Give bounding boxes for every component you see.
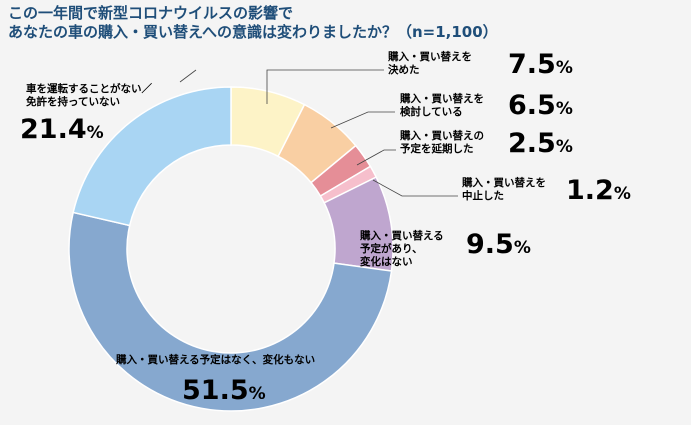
- slice-unit-no_plan: %: [249, 384, 266, 404]
- slice-value-considering: 6.5%: [508, 90, 573, 121]
- slice-unit-decided: %: [556, 58, 573, 78]
- slice-label-no_plan-line-1: 購入・買い替える予定はなく、変化もない: [115, 353, 315, 366]
- chart-title: この一年間で新型コロナウイルスの影響で あなたの車の購入・買い替えへの意識は変わ…: [8, 4, 498, 42]
- leader-line-no_license: [179, 69, 197, 83]
- slice-label-plan_changed-line-2: 予定があり、: [360, 242, 423, 255]
- leader-line-decided: [266, 69, 384, 104]
- slice-value-no_license: 21.4%: [20, 114, 104, 145]
- slice-label-considering-line-1: 購入・買い替えを: [399, 92, 484, 105]
- slice-label-decided-line-1: 購入・買い替えを: [387, 50, 472, 63]
- slice-value-cancelled: 1.2%: [566, 175, 631, 206]
- slice-value-plan_changed: 9.5%: [466, 229, 531, 260]
- slice-value-no_plan: 51.5%: [182, 375, 266, 406]
- slice-unit-cancelled: %: [614, 184, 631, 204]
- slice-label-postponed-line-2: 予定を延期した: [400, 142, 474, 155]
- slice-no_plan[interactable]: [68, 211, 393, 412]
- leader-line-postponed: [356, 149, 396, 166]
- slice-value-postponed: 2.5%: [508, 128, 573, 159]
- slice-label-considering-line-2: 検討している: [400, 105, 463, 118]
- slice-label-cancelled-line-1: 購入・買い替えを: [461, 176, 546, 189]
- slice-unit-no_license: %: [87, 123, 104, 143]
- slice-unit-considering: %: [556, 99, 573, 119]
- slice-label-postponed-line-1: 購入・買い替えの: [399, 129, 484, 142]
- leader-line-considering: [330, 111, 395, 129]
- slice-label-plan_changed-line-3: 変化はない: [360, 255, 413, 268]
- slice-label-decided-line-2: 決めた: [388, 63, 420, 76]
- slice-no_license[interactable]: [72, 86, 232, 227]
- chart-title-line-2: あなたの車の購入・買い替えへの意識は変わりましたか？（n=1,100）: [8, 23, 498, 41]
- slice-label-plan_changed-line-1: 購入・買い替える: [359, 229, 444, 242]
- slice-unit-plan_changed: %: [514, 238, 531, 258]
- slice-value-decided: 7.5%: [508, 49, 573, 80]
- slice-label-no_license-line-1: 車を運転することがない／: [26, 82, 152, 95]
- slice-label-cancelled-line-2: 中止した: [462, 189, 504, 202]
- leader-line-cancelled: [372, 179, 458, 197]
- slice-label-no_license-line-2: 免許を持っていない: [26, 95, 120, 108]
- slice-unit-postponed: %: [556, 137, 573, 157]
- chart-title-line-1: この一年間で新型コロナウイルスの影響で: [8, 4, 294, 22]
